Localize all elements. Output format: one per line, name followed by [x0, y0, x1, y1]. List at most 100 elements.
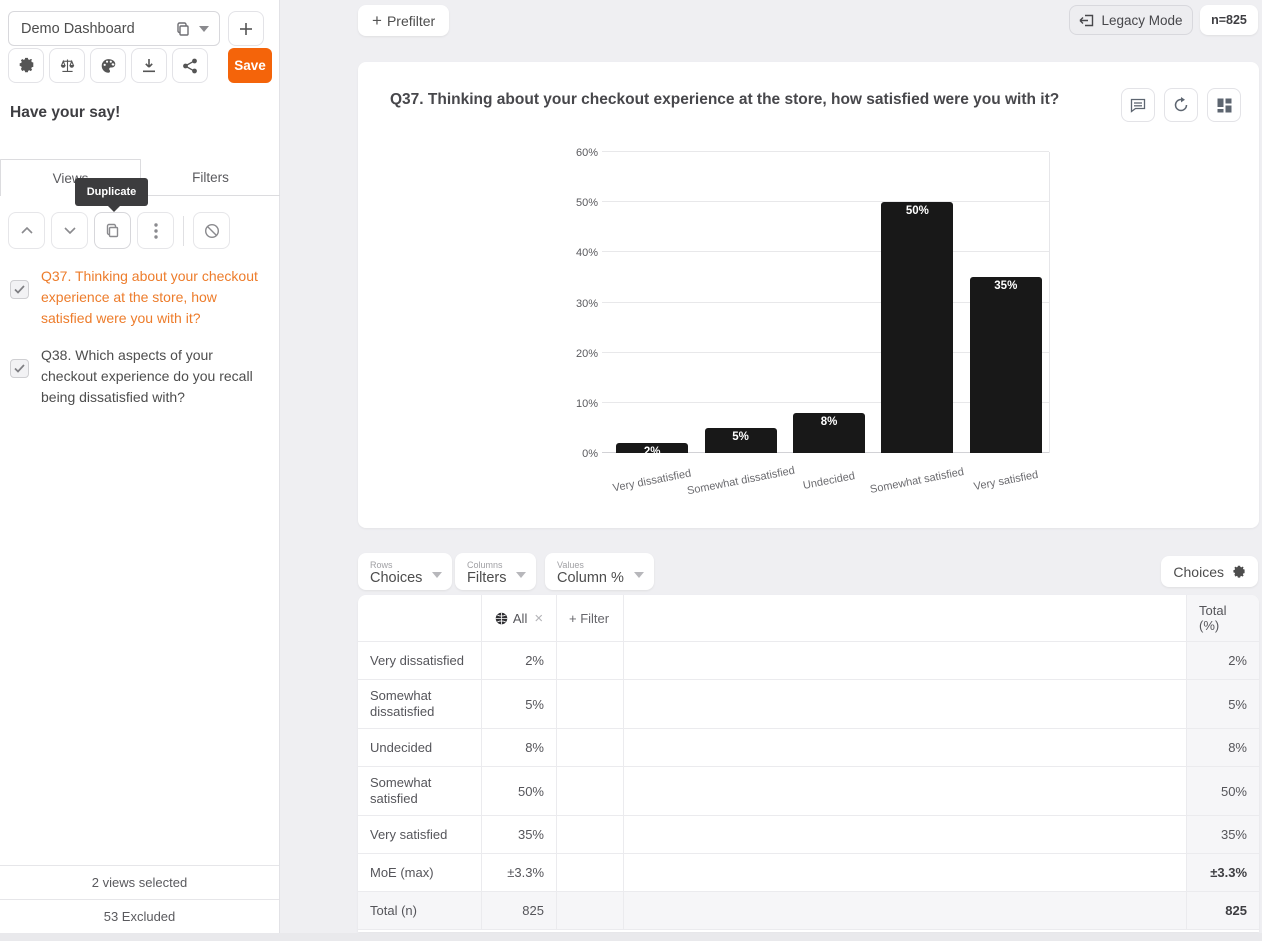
row-total-value: 8% — [1187, 729, 1259, 766]
views-selected-status[interactable]: 2 views selected — [0, 865, 279, 899]
comment-button[interactable] — [1121, 88, 1155, 122]
list-item-q37[interactable]: Q37. Thinking about your checkout experi… — [0, 258, 280, 337]
add-filter-button[interactable]: + Filter — [569, 610, 610, 626]
table-row: MoE (max) ±3.3% ±3.3% — [358, 854, 1259, 892]
values-value: Column % — [557, 569, 624, 586]
tab-filters[interactable]: Filters — [141, 159, 280, 196]
row-total-value: 2% — [1187, 642, 1259, 679]
choices-settings-button[interactable]: Choices — [1161, 556, 1258, 587]
x-axis-label: Somewhat satisfied — [869, 466, 966, 496]
y-tick-label: 20% — [575, 347, 598, 360]
kebab-icon — [153, 222, 158, 239]
row-all-value: 825 — [482, 892, 557, 929]
x-axis-label: Somewhat dissatisfied — [685, 464, 796, 498]
move-up-button[interactable] — [8, 212, 45, 249]
row-total-value: ±3.3% — [1187, 854, 1259, 891]
bar-value-label: 50% — [905, 205, 929, 218]
dashboard-grid-button[interactable] — [1207, 88, 1241, 122]
gridline — [602, 151, 1049, 152]
gridline — [602, 301, 1049, 303]
columns-dropdown[interactable]: Columns Filters — [455, 553, 537, 590]
bar[interactable]: 8% — [793, 412, 865, 453]
bar[interactable]: 50% — [881, 202, 954, 453]
check-icon — [14, 285, 25, 294]
table-row: Undecided 8% 8% — [358, 729, 1259, 767]
row-label: Somewhat dissatisfied — [358, 680, 482, 728]
question-label[interactable]: Q38. Which aspects of your checkout expe… — [41, 347, 253, 405]
export-button[interactable] — [131, 48, 167, 83]
y-tick-label: 60% — [575, 147, 598, 159]
q37-checkbox[interactable] — [10, 280, 29, 299]
chevron-down-icon — [63, 227, 76, 234]
x-axis-label: Very satisfied — [972, 468, 1040, 494]
dashboard-name: Demo Dashboard — [21, 20, 135, 37]
share-icon — [182, 58, 198, 74]
table-row: Somewhat dissatisfied 5% 5% — [358, 680, 1259, 729]
download-icon — [141, 58, 157, 74]
globe-icon — [495, 612, 508, 625]
table-row: Very dissatisfied 2% 2% — [358, 642, 1259, 680]
rows-dropdown[interactable]: Rows Choices — [358, 553, 453, 590]
dashboard-select[interactable]: Demo Dashboard — [8, 11, 220, 46]
sidebar: Demo Dashboard — [0, 0, 280, 933]
copy-icon[interactable] — [176, 21, 190, 36]
y-tick-label: 40% — [575, 247, 598, 260]
row-all-value: ±3.3% — [482, 854, 557, 891]
row-all-value: 50% — [482, 767, 557, 815]
prefilter-button[interactable]: + Prefilter — [358, 5, 450, 36]
add-dashboard-button[interactable] — [228, 11, 264, 46]
more-options-button[interactable] — [137, 212, 174, 249]
grid-icon — [1217, 98, 1232, 113]
settings-button[interactable] — [8, 48, 44, 83]
weighting-button[interactable] — [49, 48, 85, 83]
q38-checkbox[interactable] — [10, 359, 29, 378]
theme-button[interactable] — [90, 48, 126, 83]
prefilter-label: Prefilter — [386, 12, 436, 29]
y-tick-label: 10% — [575, 397, 598, 410]
comment-icon — [1130, 98, 1146, 113]
views-toolbar — [8, 212, 230, 249]
sidebar-footer: 2 views selected 53 Excluded — [0, 865, 279, 933]
list-item-q38[interactable]: Q38. Which aspects of your checkout expe… — [0, 337, 280, 416]
gear-icon — [1232, 565, 1246, 579]
excluded-status[interactable]: 53 Excluded — [0, 899, 279, 933]
rows-mini-label: Rows — [370, 559, 393, 570]
bar[interactable]: 5% — [704, 427, 777, 453]
row-total-value: 35% — [1187, 816, 1259, 853]
bar[interactable]: 2% — [616, 442, 689, 453]
scale-icon — [59, 57, 76, 74]
chart-actions — [1121, 88, 1241, 122]
all-filter-chip[interactable]: All × — [495, 610, 543, 627]
gridline — [602, 401, 1049, 403]
gridline — [602, 201, 1049, 203]
exclude-button[interactable] — [193, 212, 230, 249]
duplicate-button[interactable] — [94, 212, 131, 249]
horizontal-scrollbar-track[interactable] — [0, 933, 1262, 941]
chevron-up-icon — [20, 227, 33, 234]
save-button[interactable]: Save — [228, 48, 272, 83]
results-table: All × + Filter Total (%) Very dissatisfi… — [358, 595, 1259, 932]
remove-filter-icon[interactable]: × — [534, 609, 544, 627]
row-label: Somewhat satisfied — [358, 767, 482, 815]
legacy-mode-button[interactable]: Legacy Mode — [1069, 5, 1193, 35]
values-dropdown[interactable]: Values Column % — [545, 553, 654, 590]
bar[interactable]: 35% — [969, 277, 1042, 453]
gear-icon — [18, 57, 35, 74]
y-tick-label: 0% — [582, 448, 598, 460]
gridline — [602, 351, 1049, 353]
move-down-button[interactable] — [51, 212, 88, 249]
share-button[interactable] — [172, 48, 208, 83]
row-total-value: 825 — [1187, 892, 1259, 929]
ban-icon — [204, 223, 220, 239]
table-header-row: All × + Filter Total (%) — [358, 595, 1259, 642]
chart-title: Q37. Thinking about your checkout experi… — [390, 91, 1060, 108]
row-all-value: 5% — [482, 680, 557, 728]
question-label[interactable]: Q37. Thinking about your checkout experi… — [41, 268, 258, 326]
refresh-button[interactable] — [1164, 88, 1198, 122]
chevron-down-icon[interactable] — [199, 25, 209, 32]
caret-down-icon — [432, 572, 443, 578]
y-tick-label: 30% — [575, 297, 598, 310]
views-list: Q37. Thinking about your checkout experi… — [0, 258, 280, 416]
total-header: Total (%) — [1187, 595, 1259, 641]
row-label: Undecided — [358, 729, 482, 766]
